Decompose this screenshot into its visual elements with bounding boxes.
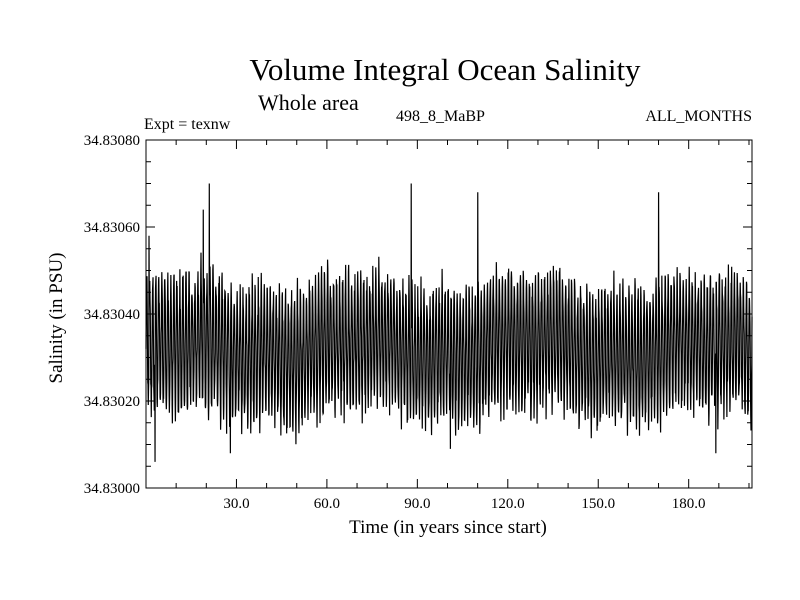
chart-subtitle: Whole area bbox=[258, 90, 359, 115]
experiment-label: Expt = texnw bbox=[144, 116, 231, 133]
months-label: ALL_MONTHS bbox=[645, 108, 752, 125]
y-axis-label: Salinity (in PSU) bbox=[46, 253, 67, 384]
x-tick-label: 30.0 bbox=[223, 496, 249, 512]
y-tick-label: 34.83000 bbox=[84, 481, 140, 497]
salinity-series-line bbox=[145, 183, 753, 462]
run-id-label: 498_8_MaBP bbox=[396, 108, 485, 125]
x-tick-label: 180.0 bbox=[672, 496, 706, 512]
x-tick-label: 90.0 bbox=[404, 496, 430, 512]
y-tick-label: 34.83060 bbox=[84, 220, 140, 236]
x-tick-label: 150.0 bbox=[581, 496, 615, 512]
x-tick-label: 60.0 bbox=[314, 496, 340, 512]
y-tick-label: 34.83020 bbox=[84, 394, 140, 410]
x-tick-label: 120.0 bbox=[491, 496, 525, 512]
y-tick-label: 34.83040 bbox=[84, 307, 140, 323]
x-axis-label: Time (in years since start) bbox=[349, 517, 547, 538]
chart-title: Volume Integral Ocean Salinity bbox=[249, 52, 641, 87]
y-tick-label: 34.83080 bbox=[84, 133, 140, 149]
